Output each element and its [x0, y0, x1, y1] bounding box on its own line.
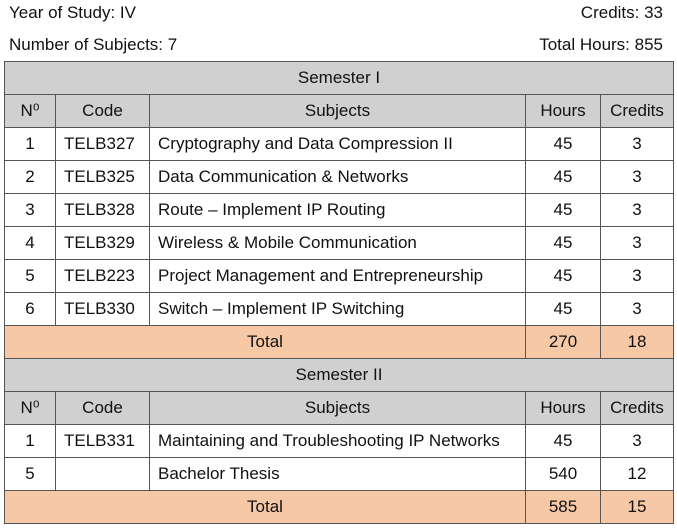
row-credits: 3 [600, 160, 674, 194]
column-header-subjects: Subjects [149, 391, 526, 425]
row-code: TELB329 [55, 226, 150, 260]
row-code: TELB223 [55, 259, 150, 293]
summary-row-bottom: Number of Subjects: 7 Total Hours: 855 [9, 32, 663, 58]
row-code: TELB327 [55, 127, 150, 161]
row-no: 6 [4, 292, 56, 326]
row-hours: 45 [525, 259, 601, 293]
credits-label: Credits: 33 [580, 3, 663, 22]
table-row: 4 TELB329 Wireless & Mobile Communicatio… [4, 226, 674, 260]
column-header-credits: Credits [600, 391, 674, 425]
row-code: TELB325 [55, 160, 150, 194]
row-code: TELB328 [55, 193, 150, 227]
row-hours: 45 [525, 127, 601, 161]
total-hours: 585 [525, 490, 601, 524]
column-header-no: N⁰ [4, 94, 56, 128]
row-credits: 3 [600, 127, 674, 161]
total-credits: 15 [600, 490, 674, 524]
total-hours: 270 [525, 325, 601, 359]
total-hours-label: Total Hours: 855 [539, 35, 663, 54]
semester-2-column-headers: N⁰ Code Subjects Hours Credits [4, 391, 674, 425]
row-subject: Bachelor Thesis [149, 457, 526, 491]
semester-1-column-headers: N⁰ Code Subjects Hours Credits [4, 94, 674, 128]
row-credits: 3 [600, 193, 674, 227]
row-code [55, 457, 150, 491]
table-row: 1 TELB327 Cryptography and Data Compress… [4, 127, 674, 161]
summary-row-top: Year of Study: IV Credits: 33 [9, 0, 663, 26]
column-header-subjects: Subjects [149, 94, 526, 128]
column-header-credits: Credits [600, 94, 674, 128]
number-of-subjects-label: Number of Subjects: 7 [9, 35, 178, 54]
row-no: 5 [4, 259, 56, 293]
curriculum-table: Semester I N⁰ Code Subjects Hours Credit… [4, 61, 674, 524]
row-hours: 45 [525, 226, 601, 260]
table-row: 5 Bachelor Thesis 540 12 [4, 457, 674, 491]
table-row: 1 TELB331 Maintaining and Troubleshootin… [4, 424, 674, 458]
semester-2-title: Semester II [4, 358, 674, 392]
semester-1-header-row: Semester I [4, 61, 674, 95]
year-of-study-label: Year of Study: IV [9, 3, 136, 22]
row-subject: Route – Implement IP Routing [149, 193, 526, 227]
table-row: 6 TELB330 Switch – Implement IP Switchin… [4, 292, 674, 326]
row-code: TELB330 [55, 292, 150, 326]
column-header-code: Code [55, 94, 150, 128]
row-no: 1 [4, 127, 56, 161]
row-no: 5 [4, 457, 56, 491]
row-credits: 3 [600, 226, 674, 260]
row-no: 3 [4, 193, 56, 227]
row-credits: 3 [600, 424, 674, 458]
semester-1-title: Semester I [4, 61, 674, 95]
semester-2-total-row: Total 585 15 [4, 490, 674, 524]
row-no: 1 [4, 424, 56, 458]
row-subject: Project Management and Entrepreneurship [149, 259, 526, 293]
table-row: 2 TELB325 Data Communication & Networks … [4, 160, 674, 194]
table-row: 5 TELB223 Project Management and Entrepr… [4, 259, 674, 293]
row-hours: 45 [525, 292, 601, 326]
column-header-hours: Hours [525, 94, 601, 128]
total-label: Total [4, 325, 526, 359]
row-subject: Maintaining and Troubleshooting IP Netwo… [149, 424, 526, 458]
row-credits: 12 [600, 457, 674, 491]
column-header-code: Code [55, 391, 150, 425]
row-credits: 3 [600, 259, 674, 293]
total-credits: 18 [600, 325, 674, 359]
row-credits: 3 [600, 292, 674, 326]
semester-2-header-row: Semester II [4, 358, 674, 392]
semester-1-total-row: Total 270 18 [4, 325, 674, 359]
row-subject: Cryptography and Data Compression II [149, 127, 526, 161]
row-subject: Switch – Implement IP Switching [149, 292, 526, 326]
row-hours: 540 [525, 457, 601, 491]
row-hours: 45 [525, 193, 601, 227]
row-subject: Data Communication & Networks [149, 160, 526, 194]
row-hours: 45 [525, 424, 601, 458]
row-code: TELB331 [55, 424, 150, 458]
total-label: Total [4, 490, 526, 524]
table-row: 3 TELB328 Route – Implement IP Routing 4… [4, 193, 674, 227]
row-hours: 45 [525, 160, 601, 194]
column-header-no: N⁰ [4, 391, 56, 425]
column-header-hours: Hours [525, 391, 601, 425]
row-no: 4 [4, 226, 56, 260]
row-no: 2 [4, 160, 56, 194]
row-subject: Wireless & Mobile Communication [149, 226, 526, 260]
